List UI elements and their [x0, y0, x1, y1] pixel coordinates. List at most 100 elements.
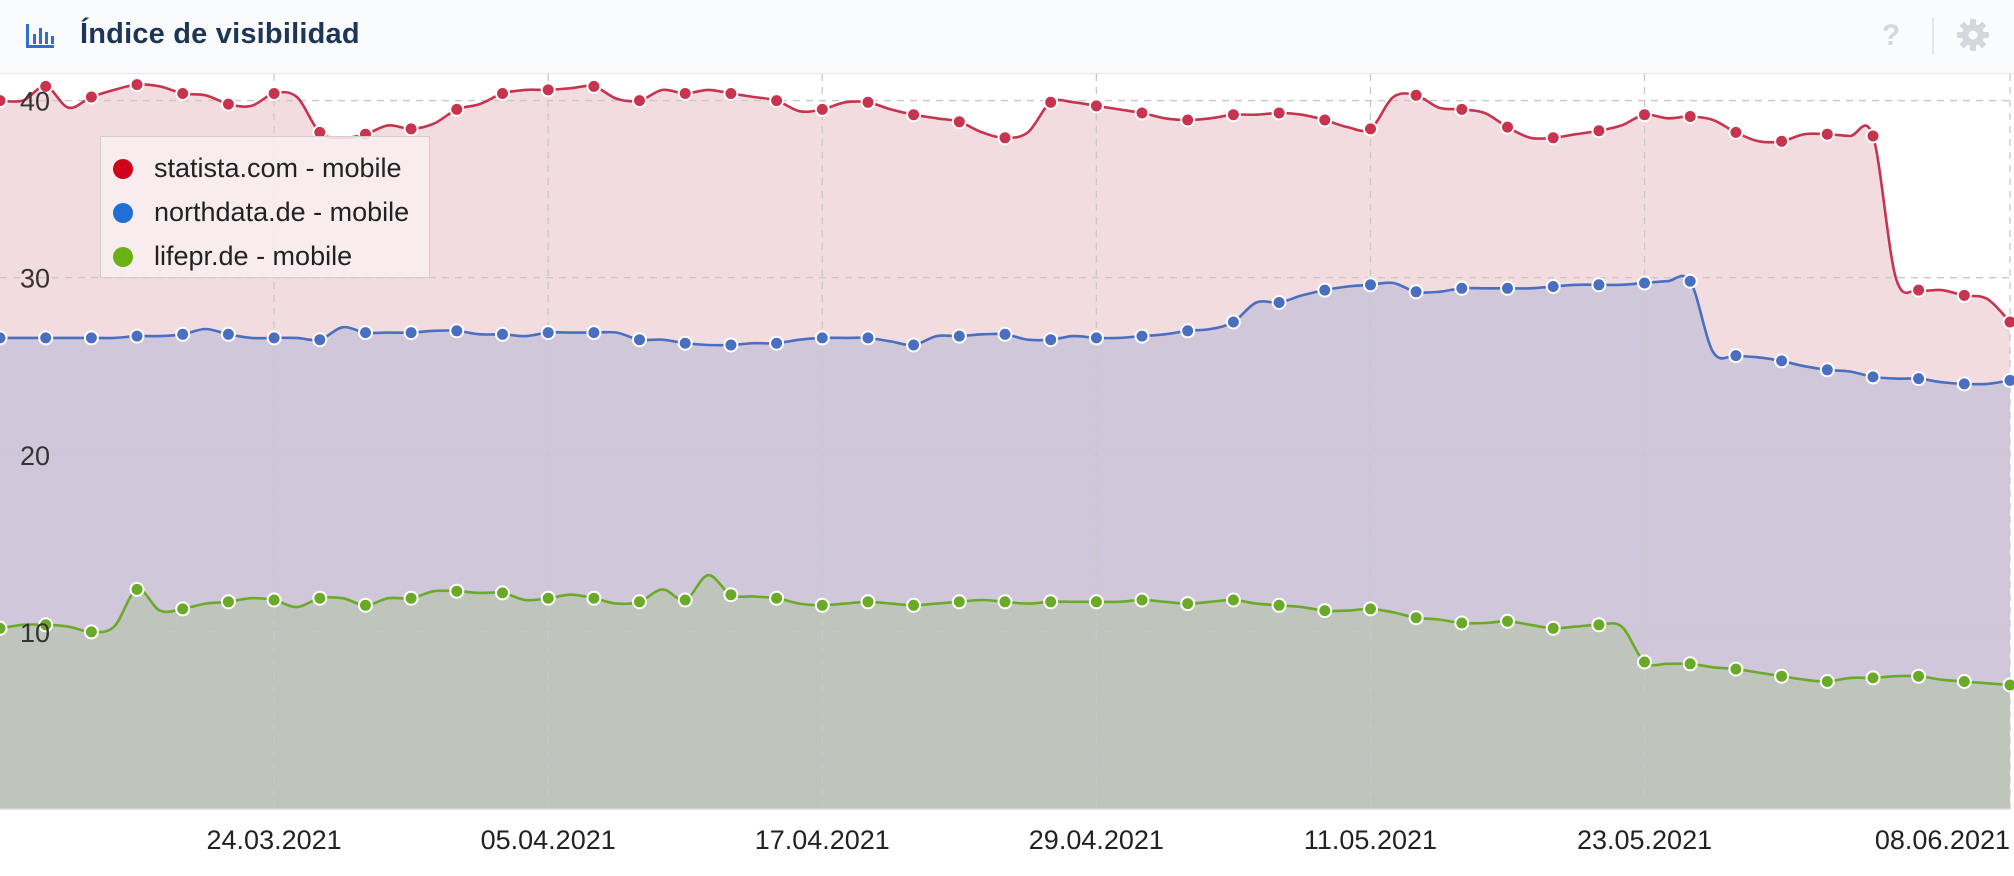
point-statista[interactable] [175, 86, 191, 101]
point-statista[interactable] [1545, 130, 1561, 146]
point-statista[interactable] [449, 101, 465, 117]
point-northdata[interactable] [1134, 328, 1150, 344]
point-northdata[interactable] [540, 325, 556, 341]
point-statista[interactable] [38, 78, 54, 94]
point-northdata[interactable] [632, 332, 647, 348]
point-northdata[interactable] [1271, 295, 1287, 310]
point-lifepr[interactable] [1134, 592, 1150, 608]
point-lifepr[interactable] [1819, 674, 1835, 689]
point-lifepr[interactable] [2002, 677, 2014, 693]
point-northdata[interactable] [1637, 275, 1652, 291]
point-statista[interactable] [1500, 119, 1515, 135]
point-statista[interactable] [1819, 126, 1835, 142]
point-statista[interactable] [403, 121, 419, 137]
point-statista[interactable] [2002, 314, 2014, 330]
point-statista[interactable] [1728, 124, 1744, 140]
point-lifepr[interactable] [1317, 603, 1333, 619]
point-northdata[interactable] [1317, 282, 1333, 298]
point-northdata[interactable] [951, 328, 967, 344]
point-northdata[interactable] [403, 325, 419, 341]
point-lifepr[interactable] [1180, 596, 1196, 612]
point-northdata[interactable] [2002, 372, 2014, 388]
point-lifepr[interactable] [997, 594, 1013, 610]
point-lifepr[interactable] [723, 587, 739, 603]
point-statista[interactable] [540, 82, 556, 98]
point-lifepr[interactable] [540, 590, 556, 606]
point-statista[interactable] [1271, 105, 1287, 121]
point-northdata[interactable] [1500, 280, 1515, 296]
help-icon[interactable]: ? [1881, 19, 1901, 52]
point-lifepr[interactable] [83, 624, 99, 640]
point-lifepr[interactable] [358, 597, 373, 613]
point-lifepr[interactable] [769, 590, 785, 606]
point-statista[interactable] [220, 96, 236, 112]
point-northdata[interactable] [1454, 280, 1470, 296]
point-lifepr[interactable] [1637, 654, 1652, 670]
point-northdata[interactable] [1225, 314, 1241, 330]
point-northdata[interactable] [449, 323, 465, 339]
point-lifepr[interactable] [906, 597, 922, 613]
point-northdata[interactable] [1591, 277, 1607, 293]
point-statista[interactable] [1774, 133, 1790, 149]
point-lifepr[interactable] [495, 585, 510, 601]
point-lifepr[interactable] [1682, 656, 1698, 672]
point-northdata[interactable] [723, 337, 739, 353]
point-lifepr[interactable] [1408, 610, 1424, 626]
point-lifepr[interactable] [1454, 615, 1470, 631]
point-lifepr[interactable] [312, 590, 328, 606]
point-statista[interactable] [1682, 109, 1698, 124]
point-northdata[interactable] [677, 335, 693, 351]
point-statista[interactable] [1134, 105, 1150, 121]
point-statista[interactable] [83, 89, 99, 105]
point-statista[interactable] [632, 93, 647, 109]
point-lifepr[interactable] [951, 594, 967, 610]
point-northdata[interactable] [358, 325, 373, 341]
point-lifepr[interactable] [860, 594, 876, 610]
point-northdata[interactable] [220, 326, 236, 342]
point-statista[interactable] [1225, 107, 1241, 123]
point-lifepr[interactable] [1728, 661, 1744, 677]
point-statista[interactable] [586, 78, 602, 94]
point-lifepr[interactable] [1865, 670, 1881, 686]
point-northdata[interactable] [1819, 362, 1835, 378]
point-statista[interactable] [1088, 98, 1104, 114]
point-statista[interactable] [1043, 94, 1059, 110]
gear-icon[interactable] [1956, 18, 1990, 52]
point-northdata[interactable] [495, 326, 510, 342]
point-lifepr[interactable] [1956, 674, 1972, 689]
point-northdata[interactable] [38, 330, 54, 346]
point-lifepr[interactable] [632, 594, 647, 610]
point-statista[interactable] [1956, 287, 1972, 303]
point-statista[interactable] [1454, 101, 1470, 117]
point-northdata[interactable] [1088, 330, 1104, 346]
point-northdata[interactable] [83, 330, 99, 346]
point-lifepr[interactable] [1545, 620, 1561, 636]
point-lifepr[interactable] [129, 581, 145, 597]
point-statista[interactable] [1363, 121, 1378, 137]
point-northdata[interactable] [1774, 353, 1790, 369]
point-statista[interactable] [769, 93, 785, 109]
point-northdata[interactable] [1043, 332, 1059, 348]
point-northdata[interactable] [1408, 284, 1424, 300]
point-statista[interactable] [997, 130, 1013, 146]
point-lifepr[interactable] [1591, 617, 1607, 633]
point-northdata[interactable] [769, 335, 785, 351]
point-lifepr[interactable] [266, 592, 282, 608]
legend-item-northdata[interactable]: northdata.de - mobile [101, 191, 429, 235]
point-lifepr[interactable] [1271, 597, 1287, 613]
point-northdata[interactable] [0, 330, 8, 346]
point-lifepr[interactable] [403, 590, 419, 606]
point-northdata[interactable] [1363, 277, 1378, 293]
point-lifepr[interactable] [586, 590, 602, 606]
point-statista[interactable] [951, 114, 967, 130]
point-lifepr[interactable] [38, 617, 54, 633]
point-northdata[interactable] [1956, 376, 1972, 392]
point-lifepr[interactable] [1500, 613, 1515, 629]
point-statista[interactable] [1317, 112, 1333, 128]
point-lifepr[interactable] [1911, 668, 1927, 684]
point-northdata[interactable] [1911, 371, 1927, 387]
point-lifepr[interactable] [1774, 668, 1790, 684]
point-statista[interactable] [860, 94, 876, 110]
point-lifepr[interactable] [449, 583, 465, 599]
point-statista[interactable] [677, 86, 693, 101]
